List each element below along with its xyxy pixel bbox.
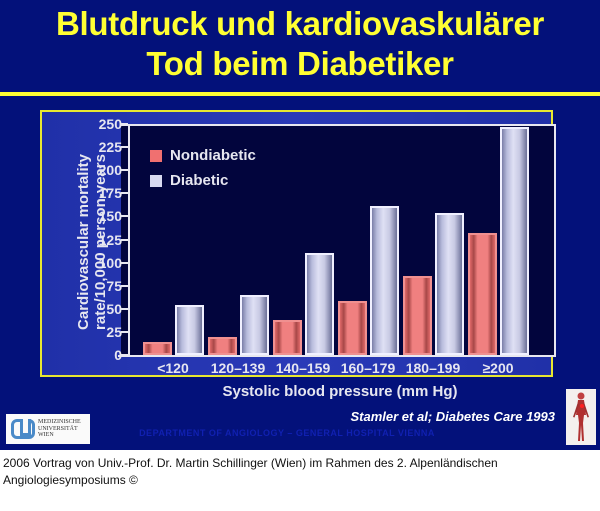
x-tick-label: <120 — [157, 360, 189, 376]
y-tick-label: 250 — [98, 116, 122, 132]
bar-nondiabetic — [143, 342, 172, 355]
bar-diabetic — [305, 253, 334, 355]
y-tick-label: 225 — [98, 139, 122, 156]
caption-line-2: Angiologiesymposiums © — [3, 473, 138, 487]
y-tick-mark — [121, 261, 128, 264]
y-tick-label: 150 — [98, 208, 122, 225]
title-divider — [0, 92, 600, 96]
bar-nondiabetic — [208, 337, 237, 355]
y-tick-label: 175 — [98, 185, 122, 202]
university-logo-icon — [11, 419, 35, 439]
bar-nondiabetic — [273, 319, 302, 355]
y-tick-label: 0 — [114, 347, 122, 363]
title-line-1: Blutdruck und kardiovaskulärer — [56, 5, 544, 42]
nondiabetic-swatch — [150, 149, 162, 162]
y-tick-label: 25 — [106, 323, 122, 340]
y-axis — [128, 124, 130, 356]
y-tick-label: 200 — [98, 162, 122, 179]
y-tick-mark — [121, 192, 128, 195]
y-tick-mark — [121, 169, 128, 172]
y-tick-label: 50 — [106, 300, 122, 317]
y-tick-label: 100 — [98, 254, 122, 271]
bar-nondiabetic — [468, 233, 497, 355]
slide-title: Blutdruck und kardiovaskulärer Tod beim … — [0, 4, 600, 84]
bar-diabetic — [435, 212, 464, 355]
x-tick-label: 180–199 — [405, 360, 461, 376]
legend-label: Nondiabetic — [170, 147, 256, 164]
logo-text-line: MEDIZINISCHE — [38, 419, 81, 426]
x-tick-label: 120–139 — [210, 360, 266, 376]
bar-nondiabetic — [403, 276, 432, 355]
y-tick-mark — [121, 146, 128, 149]
diabetic-swatch — [150, 174, 162, 187]
bar-nondiabetic — [338, 301, 367, 355]
university-logo: MEDIZINISCHE UNIVERSITÄT WIEN — [6, 414, 90, 444]
bar-diabetic — [240, 294, 269, 355]
university-logo-text: MEDIZINISCHE UNIVERSITÄT WIEN — [38, 419, 81, 439]
y-tick-mark — [121, 354, 128, 356]
y-tick-mark — [121, 238, 128, 241]
x-tick-label: ≥200 — [482, 360, 514, 376]
legend: Nondiabetic Diabetic — [150, 143, 256, 193]
title-line-2: Tod beim Diabetiker — [146, 45, 454, 82]
bar-diabetic — [175, 305, 204, 355]
x-axis-label: Systolic blood pressure (mm Hg) — [222, 383, 458, 400]
slide: Blutdruck und kardiovaskulärer Tod beim … — [0, 0, 600, 450]
y-tick-mark — [121, 284, 128, 287]
y-tick-mark — [121, 215, 128, 218]
source-citation: Stamler et al; Diabetes Care 1993 — [350, 409, 556, 424]
caption-line-1: 2006 Vortrag von Univ.-Prof. Dr. Martin … — [3, 456, 498, 470]
y-tick-mark — [121, 123, 128, 125]
legend-item-diabetic: Diabetic — [150, 168, 256, 193]
legend-item-nondiabetic: Nondiabetic — [150, 143, 256, 168]
bar-diabetic — [370, 206, 399, 355]
x-tick-label: 160–179 — [340, 360, 396, 376]
logo-text-line: WIEN — [38, 432, 54, 439]
bar-diabetic — [500, 126, 529, 355]
x-tick-label: 140–159 — [275, 360, 331, 376]
y-tick-label: 125 — [98, 231, 122, 248]
human-circulatory-system-icon — [566, 389, 596, 445]
y-tick-mark — [121, 330, 128, 333]
caption: 2006 Vortrag von Univ.-Prof. Dr. Martin … — [3, 455, 599, 489]
x-axis — [118, 355, 556, 357]
y-tick-label: 75 — [106, 277, 122, 294]
logo-text-line: UNIVERSITÄT — [38, 425, 78, 432]
legend-label: Diabetic — [170, 172, 229, 189]
y-tick-mark — [121, 307, 128, 310]
department-text: DEPARTMENT OF ANGIOLOGY – GENERAL HOSPIT… — [139, 428, 435, 438]
